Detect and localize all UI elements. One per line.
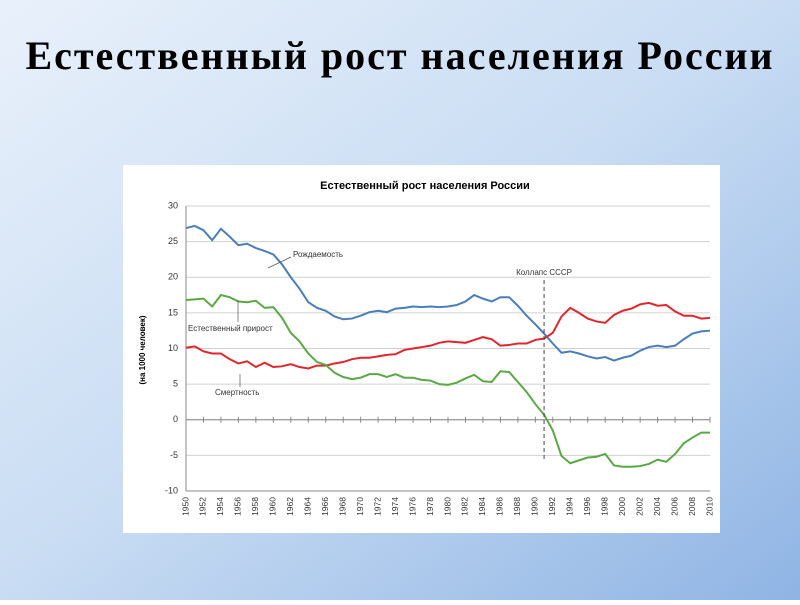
series-line bbox=[185, 224, 711, 362]
y-tick-label: 5 bbox=[173, 379, 178, 389]
x-tick-label: 1966 bbox=[320, 497, 330, 516]
leader bbox=[267, 256, 292, 269]
x-tick-label: 1996 bbox=[582, 497, 592, 516]
chart-title: Естественный рост населения России bbox=[320, 180, 530, 192]
x-tick-label: 1970 bbox=[355, 497, 365, 516]
y-tick-label: 30 bbox=[168, 200, 178, 210]
x-tick-label: 1958 bbox=[250, 497, 260, 516]
y-tick-label: -5 bbox=[170, 450, 178, 460]
x-tick-label: 1960 bbox=[268, 497, 278, 516]
y-tick-label: 0 bbox=[173, 414, 178, 424]
x-tick-label: 1988 bbox=[512, 497, 522, 516]
x-tick-label: 1998 bbox=[599, 497, 609, 516]
y-tick-label: 25 bbox=[168, 236, 178, 246]
x-tick-label: 1974 bbox=[390, 497, 400, 516]
x-tick-label: 2002 bbox=[634, 497, 644, 516]
x-tick-label: 1952 bbox=[198, 497, 208, 516]
x-tick-label: 2006 bbox=[669, 497, 679, 516]
x-tick-label: 1954 bbox=[215, 497, 225, 516]
x-tick-label: 1978 bbox=[425, 497, 435, 516]
x-tick-label: 1968 bbox=[337, 497, 347, 516]
x-tick-label: 1984 bbox=[477, 497, 487, 516]
x-tick-label: 1956 bbox=[233, 497, 243, 516]
x-tick-label: 2008 bbox=[687, 497, 697, 516]
x-tick-label: 1964 bbox=[303, 497, 313, 516]
annotation: Смертность bbox=[215, 388, 259, 397]
y-tick-label: 10 bbox=[168, 343, 178, 353]
y-axis-title: (на 1000 человек) bbox=[138, 315, 147, 384]
x-tick-label: 2004 bbox=[652, 497, 662, 516]
x-tick-label: 2000 bbox=[617, 497, 627, 516]
y-tick-label: 20 bbox=[168, 272, 178, 282]
annotation: Рождаемость bbox=[293, 250, 343, 259]
x-tick-label: 1962 bbox=[285, 497, 295, 516]
x-tick-label: 1980 bbox=[442, 497, 452, 516]
annotation: Естественный прирост bbox=[188, 324, 273, 333]
series-line bbox=[185, 301, 711, 370]
annotation: Коллапс СССР bbox=[516, 268, 572, 277]
y-tick-label: -10 bbox=[165, 485, 178, 495]
x-tick-label: 1992 bbox=[547, 497, 557, 516]
x-tick-label: 1972 bbox=[372, 497, 382, 516]
x-tick-label: 1994 bbox=[565, 497, 575, 516]
x-tick-label: 1982 bbox=[460, 497, 470, 516]
x-tick-label: 1990 bbox=[530, 497, 540, 516]
x-tick-label: 1976 bbox=[407, 497, 417, 516]
x-tick-label: 1950 bbox=[180, 497, 190, 516]
y-tick-label: 15 bbox=[168, 307, 178, 317]
slide-title: Естественный рост населения России bbox=[25, 33, 775, 78]
x-tick-label: 1986 bbox=[495, 497, 505, 516]
slide-title-box: Естественный рост населения России bbox=[25, 33, 775, 78]
series-line bbox=[185, 293, 710, 468]
x-tick-label: 2010 bbox=[704, 497, 714, 516]
